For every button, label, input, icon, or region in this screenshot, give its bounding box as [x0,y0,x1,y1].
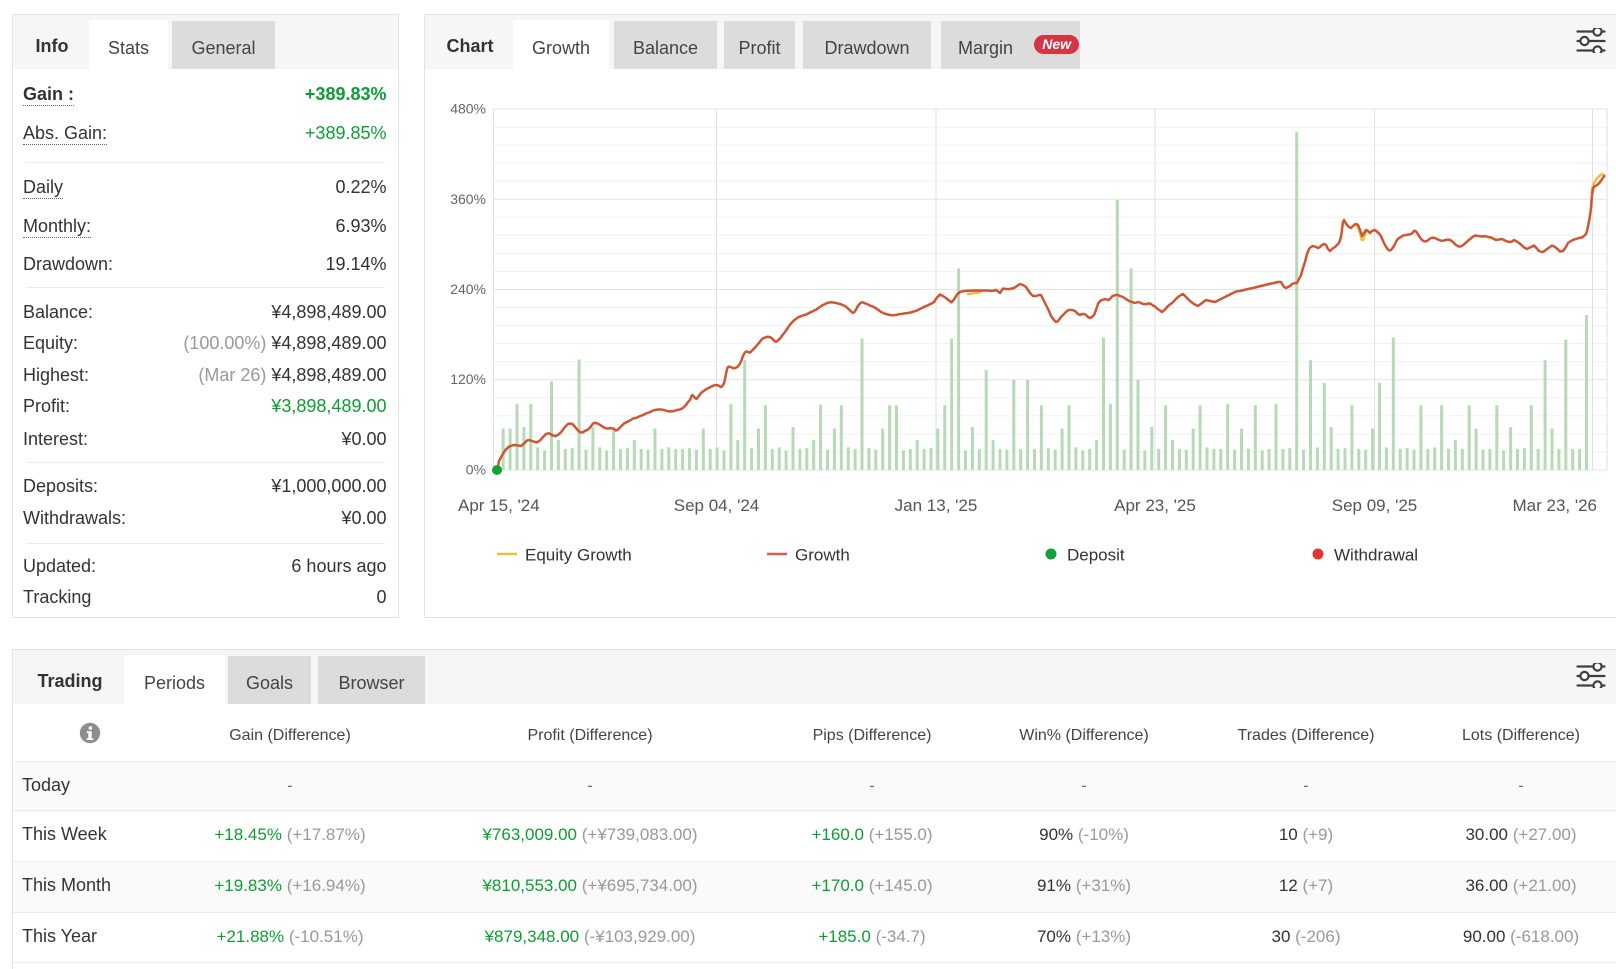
svg-text:120%: 120% [450,371,486,387]
svg-text:Withdrawal: Withdrawal [1334,546,1418,565]
svg-text:Mar 23, '26: Mar 23, '26 [1512,496,1597,515]
svg-text:Apr 23, '25: Apr 23, '25 [1114,496,1196,515]
svg-text:Sep 04, '24: Sep 04, '24 [674,496,759,515]
svg-text:240%: 240% [450,281,486,297]
svg-text:Apr 15, '24: Apr 15, '24 [458,496,540,515]
svg-text:Deposit: Deposit [1067,546,1125,565]
svg-text:0%: 0% [466,462,486,478]
svg-text:Equity Growth: Equity Growth [525,546,632,565]
svg-text:360%: 360% [450,191,486,207]
svg-text:480%: 480% [450,101,486,117]
svg-text:Sep 09, '25: Sep 09, '25 [1332,496,1417,515]
svg-text:Growth: Growth [795,546,850,565]
svg-text:Jan 13, '25: Jan 13, '25 [895,496,978,515]
